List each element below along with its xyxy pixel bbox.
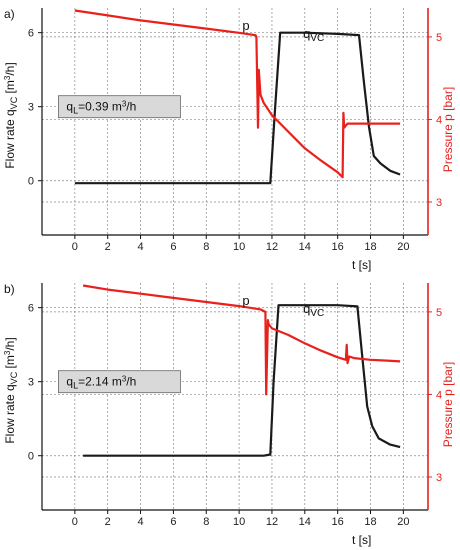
chart-a-flow-line [74,31,401,185]
chart-b-xtick-label: 14 [299,516,311,528]
chart-b: 0 2 4 6 8 10 12 14 16 18 20 0 3 6 3 4 5 b) t [s] Flow rate … [3,282,455,547]
chart-panel-a: 0 2 4 6 8 10 12 14 16 18 20 0 3 6 3 4 5 a) t [s] Flow rate … [3,7,455,272]
chart-a-xtick-label: 2 [105,241,111,253]
chart-a-xtick-label: 12 [266,241,278,253]
chart-b-xtick-label: 8 [203,516,209,528]
chart-a-ytick-label: 6 [28,28,34,40]
chart-b-xtick-label: 4 [137,516,143,528]
chart-b-label-p: p [242,293,249,308]
chart-a-xtick-label: 6 [170,241,176,253]
chart-a-xtick-label: 4 [137,241,143,253]
chart-a: 0 2 4 6 8 10 12 14 16 18 20 0 3 6 3 4 5 a) t [s] Flow rate … [3,7,455,272]
chart-a-annotation-box [58,95,181,119]
chart-a-xtick-label: 10 [233,241,245,253]
chart-b-y2tick-label: 3 [436,472,442,484]
chart-b-y2tick-label: 5 [436,307,442,319]
chart-b-pressure-line [82,284,401,396]
chart-b-xtick-label: 16 [332,516,344,528]
chart-b-panel-label: b) [4,282,15,296]
chart-b-x-axis-label: t [s] [352,533,371,547]
chart-b-xtick-label: 0 [72,516,78,528]
chart-panel-b: 0 2 4 6 8 10 12 14 16 18 20 0 3 6 3 4 5 b) t [s] Flow rate … [0,275,460,550]
chart-b-xtick-label: 10 [233,516,245,528]
chart-a-xtick-label: 0 [72,241,78,253]
chart-b-xtick-label: 2 [105,516,111,528]
chart-b-annotation-box [58,370,181,394]
chart-a-x-axis-label: t [s] [352,258,371,272]
chart-a-label-p: p [242,18,249,33]
chart-a-pressure-line [74,9,401,179]
chart-b-y2tick-label: 4 [436,389,442,401]
chart-b-ytick-label: 6 [28,303,34,315]
chart-a-y2tick-label: 5 [436,32,442,44]
chart-a-xtick-label: 20 [397,241,409,253]
chart-b-y2-axis-label: Pressure p [bar] [441,362,455,447]
chart-a-y2tick-label: 3 [436,197,442,209]
chart-b-label-qvc: qVC [303,301,324,319]
chart-a-y2-axis-label: Pressure p [bar] [441,87,455,172]
chart-a-xtick-label: 14 [299,241,311,253]
chart-b-xtick-label: 20 [397,516,409,528]
chart-a-annotation-text: qL=0.39 m3/h [66,100,136,116]
chart-b-ytick-label: 0 [28,451,34,463]
chart-a-ytick-label: 3 [28,102,34,114]
chart-b-y-axis-label: Flow rate qVC [m3/h] [3,337,19,443]
chart-a-label-qvc: qVC [303,26,324,44]
chart-a-xtick-label: 18 [364,241,376,253]
chart-a-ytick-label: 0 [28,176,34,188]
chart-b-flow-line [83,304,401,457]
chart-b-annotation-text: qL=2.14 m3/h [66,375,136,391]
chart-b-ytick-label: 3 [28,377,34,389]
chart-b-xtick-label: 18 [364,516,376,528]
chart-a-panel-label: a) [4,7,15,21]
chart-a-y-axis-label: Flow rate qVC [m3/h] [3,62,19,168]
chart-a-y2tick-label: 4 [436,114,442,126]
chart-b-xtick-label: 12 [266,516,278,528]
chart-a-xtick-label: 8 [203,241,209,253]
chart-b-xtick-label: 6 [170,516,176,528]
chart-a-xtick-label: 16 [332,241,344,253]
